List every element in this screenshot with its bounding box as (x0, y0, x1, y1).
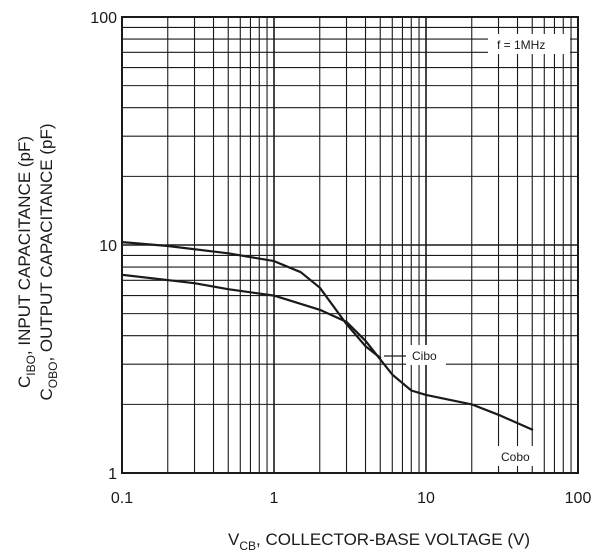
series-line-cibo (120, 241, 382, 359)
x-tick-labels: 0.1 1 10 100 (111, 490, 592, 507)
condition-label: f = 1MHz (497, 38, 545, 52)
y-axis-label2-text: , OUTPUT CAPACITANCE (pF) (37, 124, 56, 362)
plot-frame (121, 16, 579, 474)
x-axis-label-text: , COLLECTOR-BASE VOLTAGE (V) (256, 530, 530, 549)
y-axis-label-line2: COBO, OUTPUT CAPACITANCE (pF) (37, 124, 60, 401)
series-label-box-cobo (496, 446, 542, 466)
y-axis-label1-symbol: C (15, 376, 34, 388)
series-label-box-cibo (406, 345, 446, 365)
x-tick-label: 10 (417, 490, 435, 507)
x-tick-label: 0.1 (111, 490, 133, 507)
series-layer (120, 241, 534, 431)
condition-label-box (488, 34, 570, 54)
series-label-cibo: Cibo (412, 349, 437, 363)
y-axis-label1-text: , INPUT CAPACITANCE (pF) (15, 136, 34, 355)
y-tick-labels: 1 10 100 (90, 10, 117, 483)
y-axis-label2-symbol: C (37, 388, 56, 400)
series-label-cobo: Cobo (501, 450, 530, 464)
y-axis-label-line1: CIBO, INPUT CAPACITANCE (pF) (15, 136, 38, 388)
y-tick-label: 100 (90, 10, 117, 27)
x-tick-label: 1 (270, 490, 279, 507)
y-tick-label: 10 (99, 238, 117, 255)
series-line-cobo (120, 273, 534, 431)
y-tick-label: 1 (108, 466, 117, 483)
grid (122, 17, 578, 473)
x-axis-label-subscript: CB (239, 539, 256, 553)
y-axis-label1-subscript: IBO (24, 355, 38, 376)
y-axis-label2-subscript: OBO (46, 362, 60, 389)
x-axis-label-symbol: V (228, 530, 240, 549)
x-axis-label: VCB, COLLECTOR-BASE VOLTAGE (V) (228, 530, 530, 553)
x-tick-label: 100 (565, 490, 592, 507)
y-axis-label: CIBO, INPUT CAPACITANCE (pF) COBO, OUTPU… (15, 124, 60, 401)
